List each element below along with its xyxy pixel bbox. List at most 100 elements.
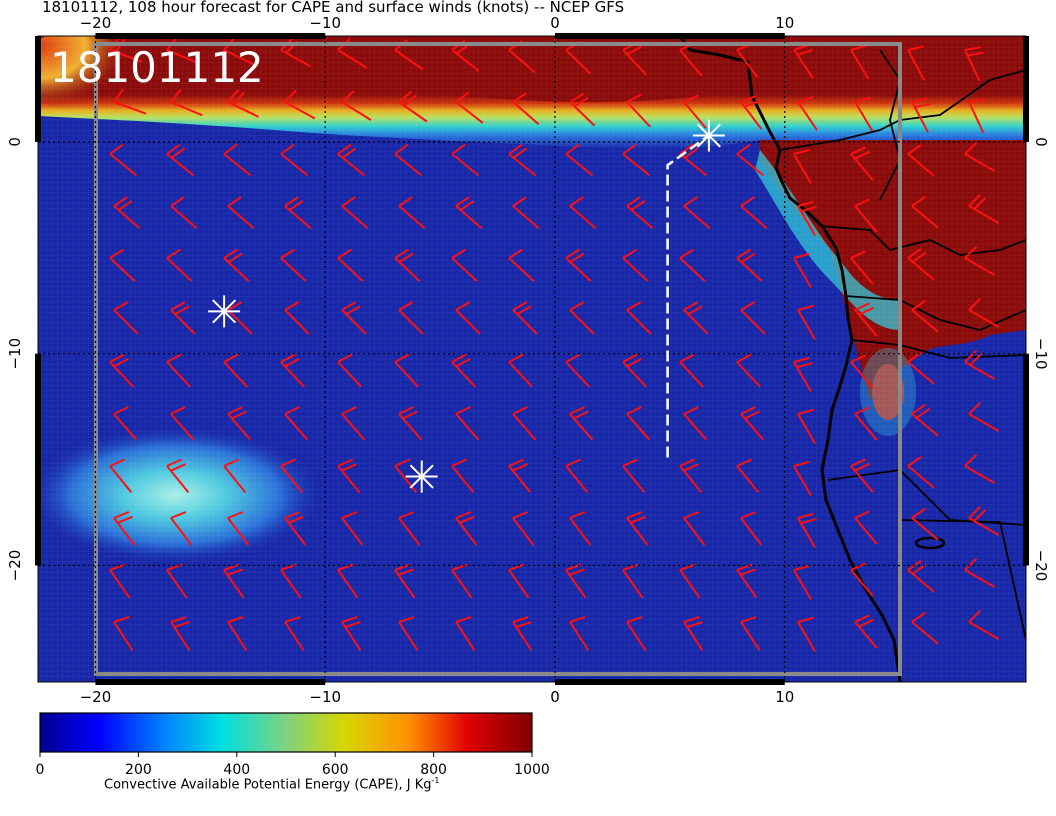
wind-barb: [569, 196, 597, 230]
wind-barb: [512, 406, 537, 441]
wind-barb: [109, 353, 134, 388]
wind-barb: [907, 144, 935, 177]
wind-barb: [683, 511, 706, 546]
wind-barb: [850, 146, 874, 181]
wind-barb: [736, 353, 761, 388]
wind-barb: [341, 406, 366, 441]
wind-barb: [964, 141, 995, 172]
wind-barb: [394, 353, 419, 388]
wind-barb: [512, 92, 540, 126]
wind-barb: [911, 196, 939, 229]
wind-barb: [907, 248, 935, 281]
grid-overlay: [38, 36, 1026, 682]
frame-segment: [554, 679, 785, 685]
wind-barb: [854, 198, 878, 233]
colorbar-label-unit-exponent: -1: [431, 776, 440, 785]
marker-west: [208, 295, 241, 328]
wind-barb: [227, 89, 259, 118]
wind-barb: [455, 406, 480, 441]
marker-south: [405, 460, 438, 493]
wind-barb: [683, 196, 711, 230]
wind-barb: [964, 245, 995, 276]
wind-barb: [679, 143, 708, 177]
wind-barb: [740, 511, 763, 546]
frame-segment: [554, 33, 785, 39]
wind-barb: [968, 609, 999, 640]
wind-barb: [109, 143, 138, 177]
wind-barb: [284, 616, 305, 652]
lat-label-right: −20: [1032, 550, 1050, 582]
lon-label-top: −20: [80, 14, 112, 32]
wind-barb: [280, 458, 304, 494]
wind-barb: [968, 401, 999, 432]
wind-barb: [740, 301, 766, 335]
wind-barb: [337, 353, 362, 388]
wind-barb: [341, 616, 362, 652]
wind-barb: [626, 616, 647, 652]
wind-barb: [964, 453, 995, 484]
lon-label-bottom: 10: [775, 688, 794, 706]
wind-barb: [170, 88, 203, 117]
wind-barb: [968, 505, 999, 536]
wind-barb: [394, 248, 421, 282]
colorbar-ticks: 0 200 400 600 800 1000: [36, 752, 550, 778]
wind-barb: [170, 406, 195, 441]
wind-barb: [508, 353, 533, 388]
wind-barb: [793, 252, 812, 288]
wind-barb: [626, 301, 652, 335]
wind-barb: [337, 143, 366, 177]
wind-barb: [280, 248, 307, 282]
wind-barb: [797, 200, 817, 236]
wind-barb: [508, 458, 532, 494]
colorbar-tick-label: 200: [125, 762, 152, 778]
wind-barb: [968, 98, 985, 134]
wind-barb: [223, 563, 245, 599]
wind-barb: [223, 353, 248, 388]
coastline-africa: [678, 36, 902, 682]
wind-barb: [907, 352, 935, 385]
wind-barb: [854, 510, 878, 545]
frame-segment: [95, 33, 326, 39]
wind-barb: [227, 406, 252, 441]
wind-barb: [679, 458, 703, 494]
wind-barb: [964, 349, 995, 380]
wind-barb: [797, 304, 816, 340]
border-line-6: [899, 519, 1026, 641]
wind-barb: [793, 564, 812, 600]
wind-barb: [683, 616, 704, 652]
wind-barb: [451, 143, 480, 177]
map-area: 18101112: [38, 36, 1026, 682]
wind-barb: [854, 96, 874, 132]
wind-barb: [227, 616, 248, 652]
lon-label-top: 10: [775, 14, 794, 32]
wind-barb: [170, 301, 196, 335]
wind-barb: [736, 143, 765, 177]
wind-barb: [850, 354, 874, 389]
wind-barb: [797, 512, 817, 548]
wind-barb: [341, 90, 372, 121]
wind-barbs: [109, 36, 999, 652]
colorbar-tick-label: 0: [36, 762, 45, 778]
wind-barb: [508, 248, 535, 282]
wind-barb: [736, 248, 763, 282]
wind-barb: [337, 248, 364, 282]
wind-barb: [679, 248, 706, 282]
wind-barb: [854, 406, 878, 441]
border-line-4: [851, 339, 1026, 359]
wind-barb: [455, 616, 476, 652]
wind-barb: [170, 196, 198, 230]
wind-barb: [341, 301, 367, 335]
wind-barb: [341, 511, 364, 546]
frame-segment: [1023, 36, 1029, 142]
wind-barb: [512, 301, 538, 335]
wind-barb: [683, 94, 707, 129]
wind-barb: [113, 301, 139, 335]
wind-barb: [683, 301, 709, 335]
wind-barb: [113, 511, 136, 546]
colorbar-tick-label: 800: [420, 762, 447, 778]
wind-barb: [451, 248, 478, 282]
lon-label-top: 0: [550, 14, 560, 32]
frame-segments: [35, 33, 1029, 685]
wind-barb: [512, 511, 535, 546]
